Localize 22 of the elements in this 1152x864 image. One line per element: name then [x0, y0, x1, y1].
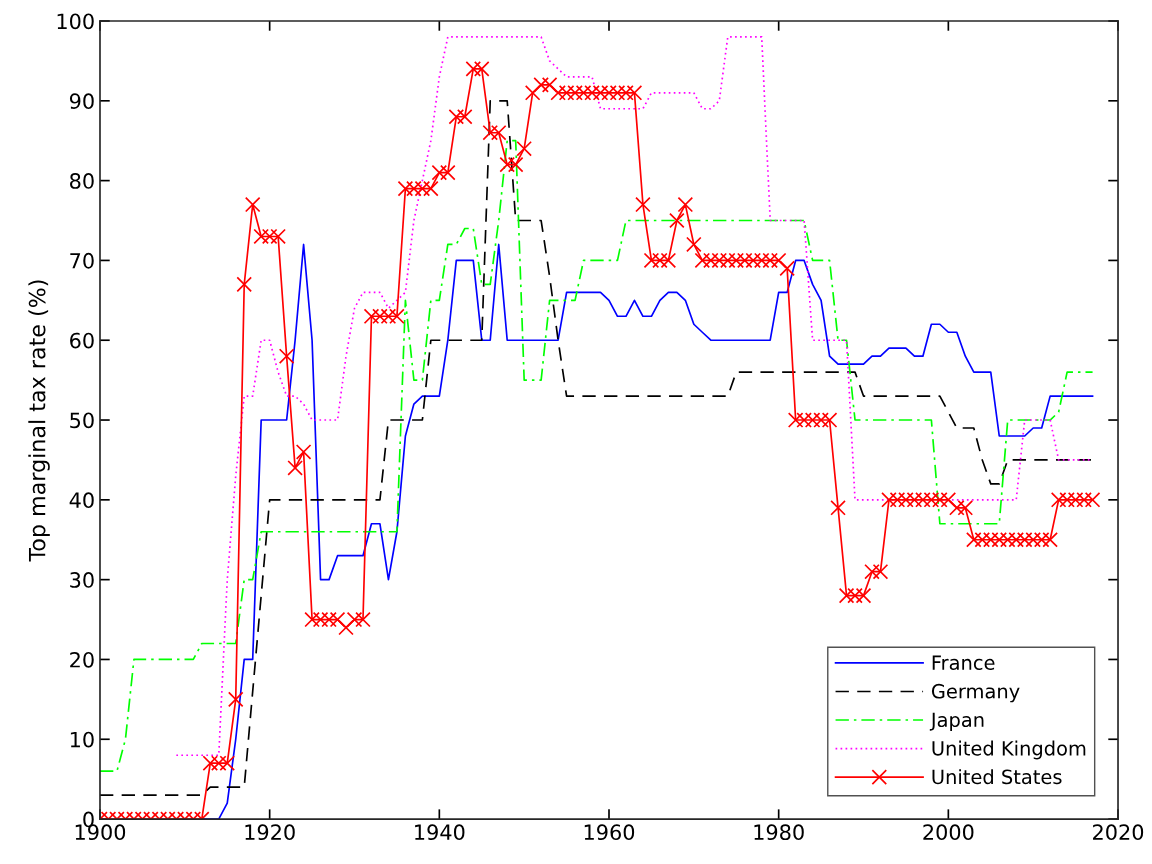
x-tick-label: 1980: [754, 824, 804, 841]
y-tick-label: 70: [70, 252, 94, 269]
x-tick-label: 1940: [415, 824, 465, 841]
legend-label: France: [932, 655, 995, 671]
x-tick-label: 1920: [245, 824, 295, 841]
y-tick-label: 50: [70, 412, 94, 429]
legend-label: Japan: [929, 712, 984, 731]
x-tick-label: 2000: [923, 824, 974, 841]
y-axis-title: Top marginal tax rate (%): [28, 280, 50, 562]
y-tick-label: 30: [70, 572, 94, 588]
y-tick-label: 40: [69, 492, 94, 509]
y-tick-label: 100: [57, 13, 94, 30]
legend-label: Germany: [931, 683, 1020, 703]
y-tick-label: 10: [70, 731, 94, 748]
y-tick-label: 80: [70, 173, 94, 189]
legend-label: United Kingdom: [932, 740, 1086, 760]
y-tick-label: 90: [69, 93, 94, 110]
legend-label: United States: [932, 769, 1062, 785]
x-tick-label: 1960: [584, 824, 635, 841]
x-tick-label: 2020: [1093, 824, 1144, 841]
y-tick-label: 20: [70, 651, 94, 668]
y-tick-label: 60: [70, 332, 94, 349]
